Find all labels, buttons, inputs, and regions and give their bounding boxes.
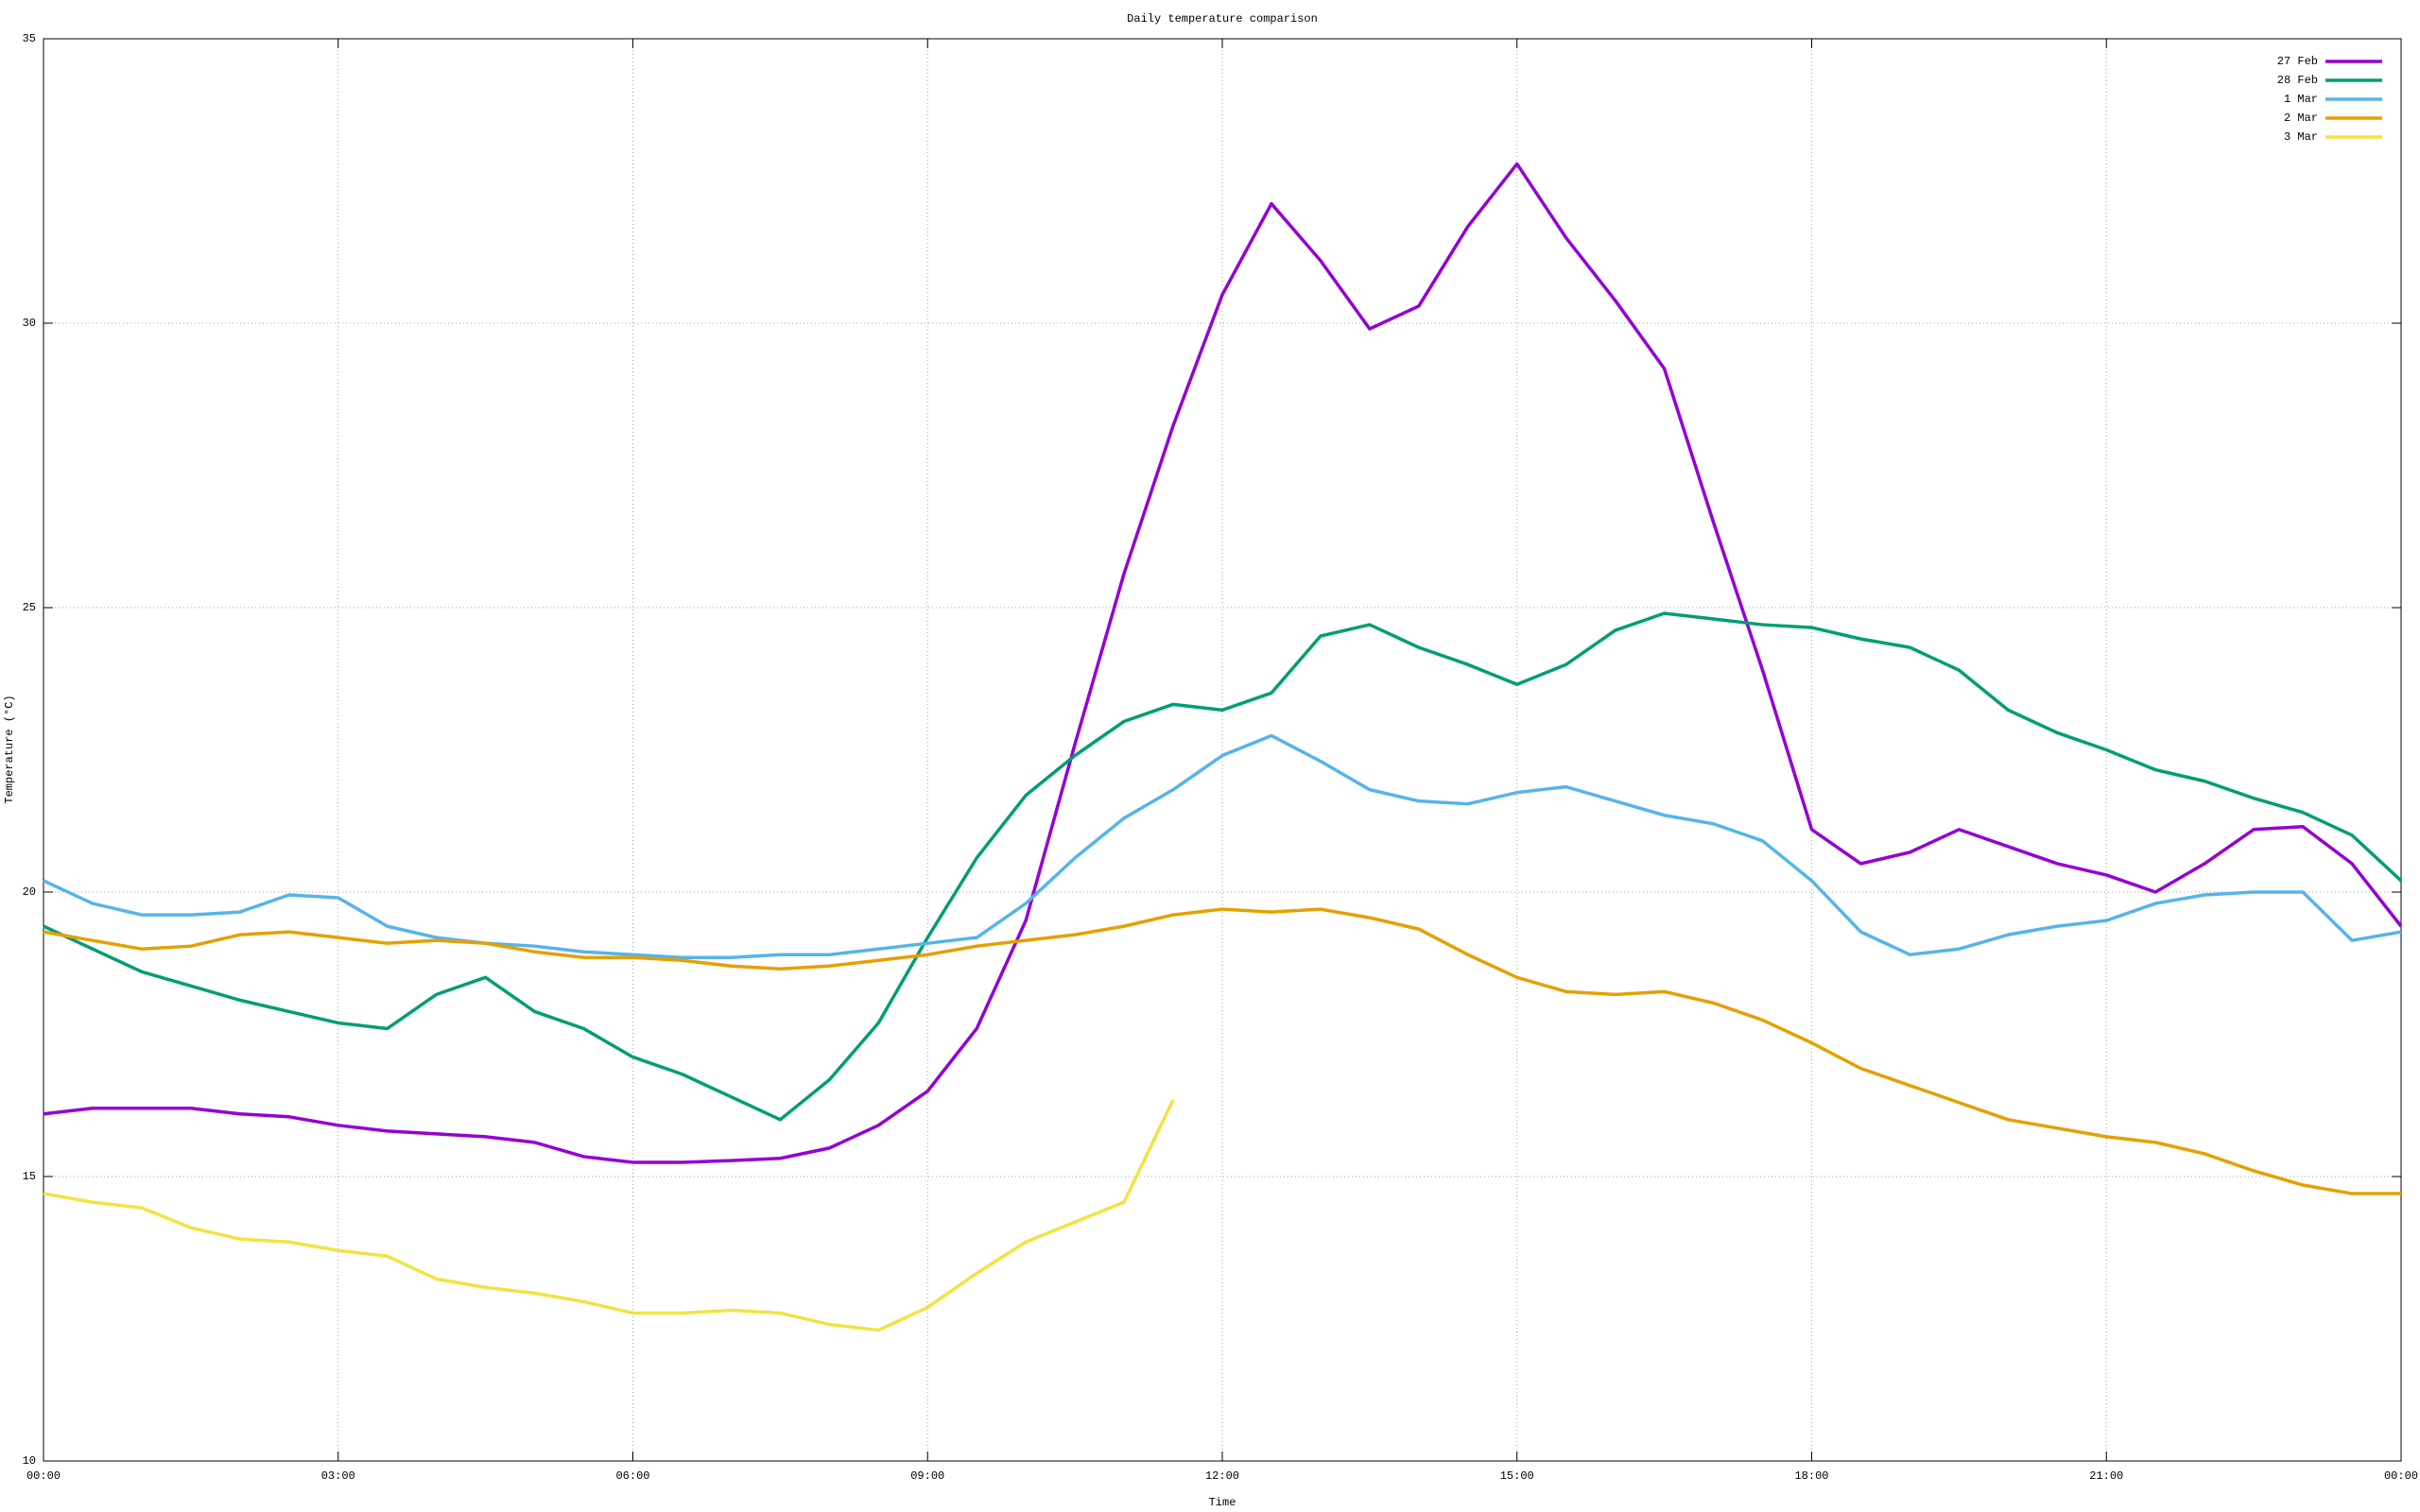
x-tick-label: 09:00 [910, 1469, 944, 1483]
data-line [43, 907, 2401, 1195]
legend-label: 1 Mar [2284, 93, 2318, 106]
x-tick-label: 00:00 [2384, 1469, 2418, 1483]
x-tick-label: 06:00 [615, 1469, 649, 1483]
x-tick-label: 03:00 [321, 1469, 355, 1483]
x-axis-label: Time [1209, 1496, 1236, 1509]
data-line [43, 733, 2402, 959]
plot-frame [43, 38, 2402, 1462]
legend-label: 27 Feb [2277, 55, 2318, 68]
legend-label: 28 Feb [2277, 74, 2318, 87]
y-tick-label: 30 [23, 317, 36, 330]
legend-label: 3 Mar [2284, 130, 2318, 144]
x-tick-label: 21:00 [2089, 1469, 2123, 1483]
x-tick-label: 00:00 [26, 1469, 60, 1483]
y-tick-label: 20 [23, 885, 36, 899]
x-tick-label: 12:00 [1205, 1469, 1239, 1483]
data-line [43, 162, 2403, 1164]
y-tick-label: 25 [23, 601, 36, 614]
y-tick-label: 10 [23, 1454, 36, 1468]
y-tick-label: 35 [23, 32, 36, 45]
y-axis-label: Temperature (°C) [3, 695, 16, 803]
x-tick-label: 18:00 [1794, 1469, 1828, 1483]
x-tick-label: 15:00 [1500, 1469, 1534, 1483]
chart-title: Daily temperature comparison [1127, 12, 1318, 26]
data-line [43, 1098, 1175, 1332]
y-tick-label: 15 [23, 1170, 36, 1183]
data-line [43, 611, 2403, 1122]
legend-label: 2 Mar [2284, 112, 2318, 125]
